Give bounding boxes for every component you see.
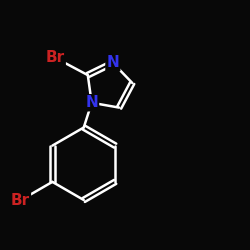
- Text: Br: Br: [11, 193, 30, 208]
- Text: Br: Br: [46, 50, 65, 65]
- Text: N: N: [85, 95, 98, 110]
- Text: N: N: [106, 55, 119, 70]
